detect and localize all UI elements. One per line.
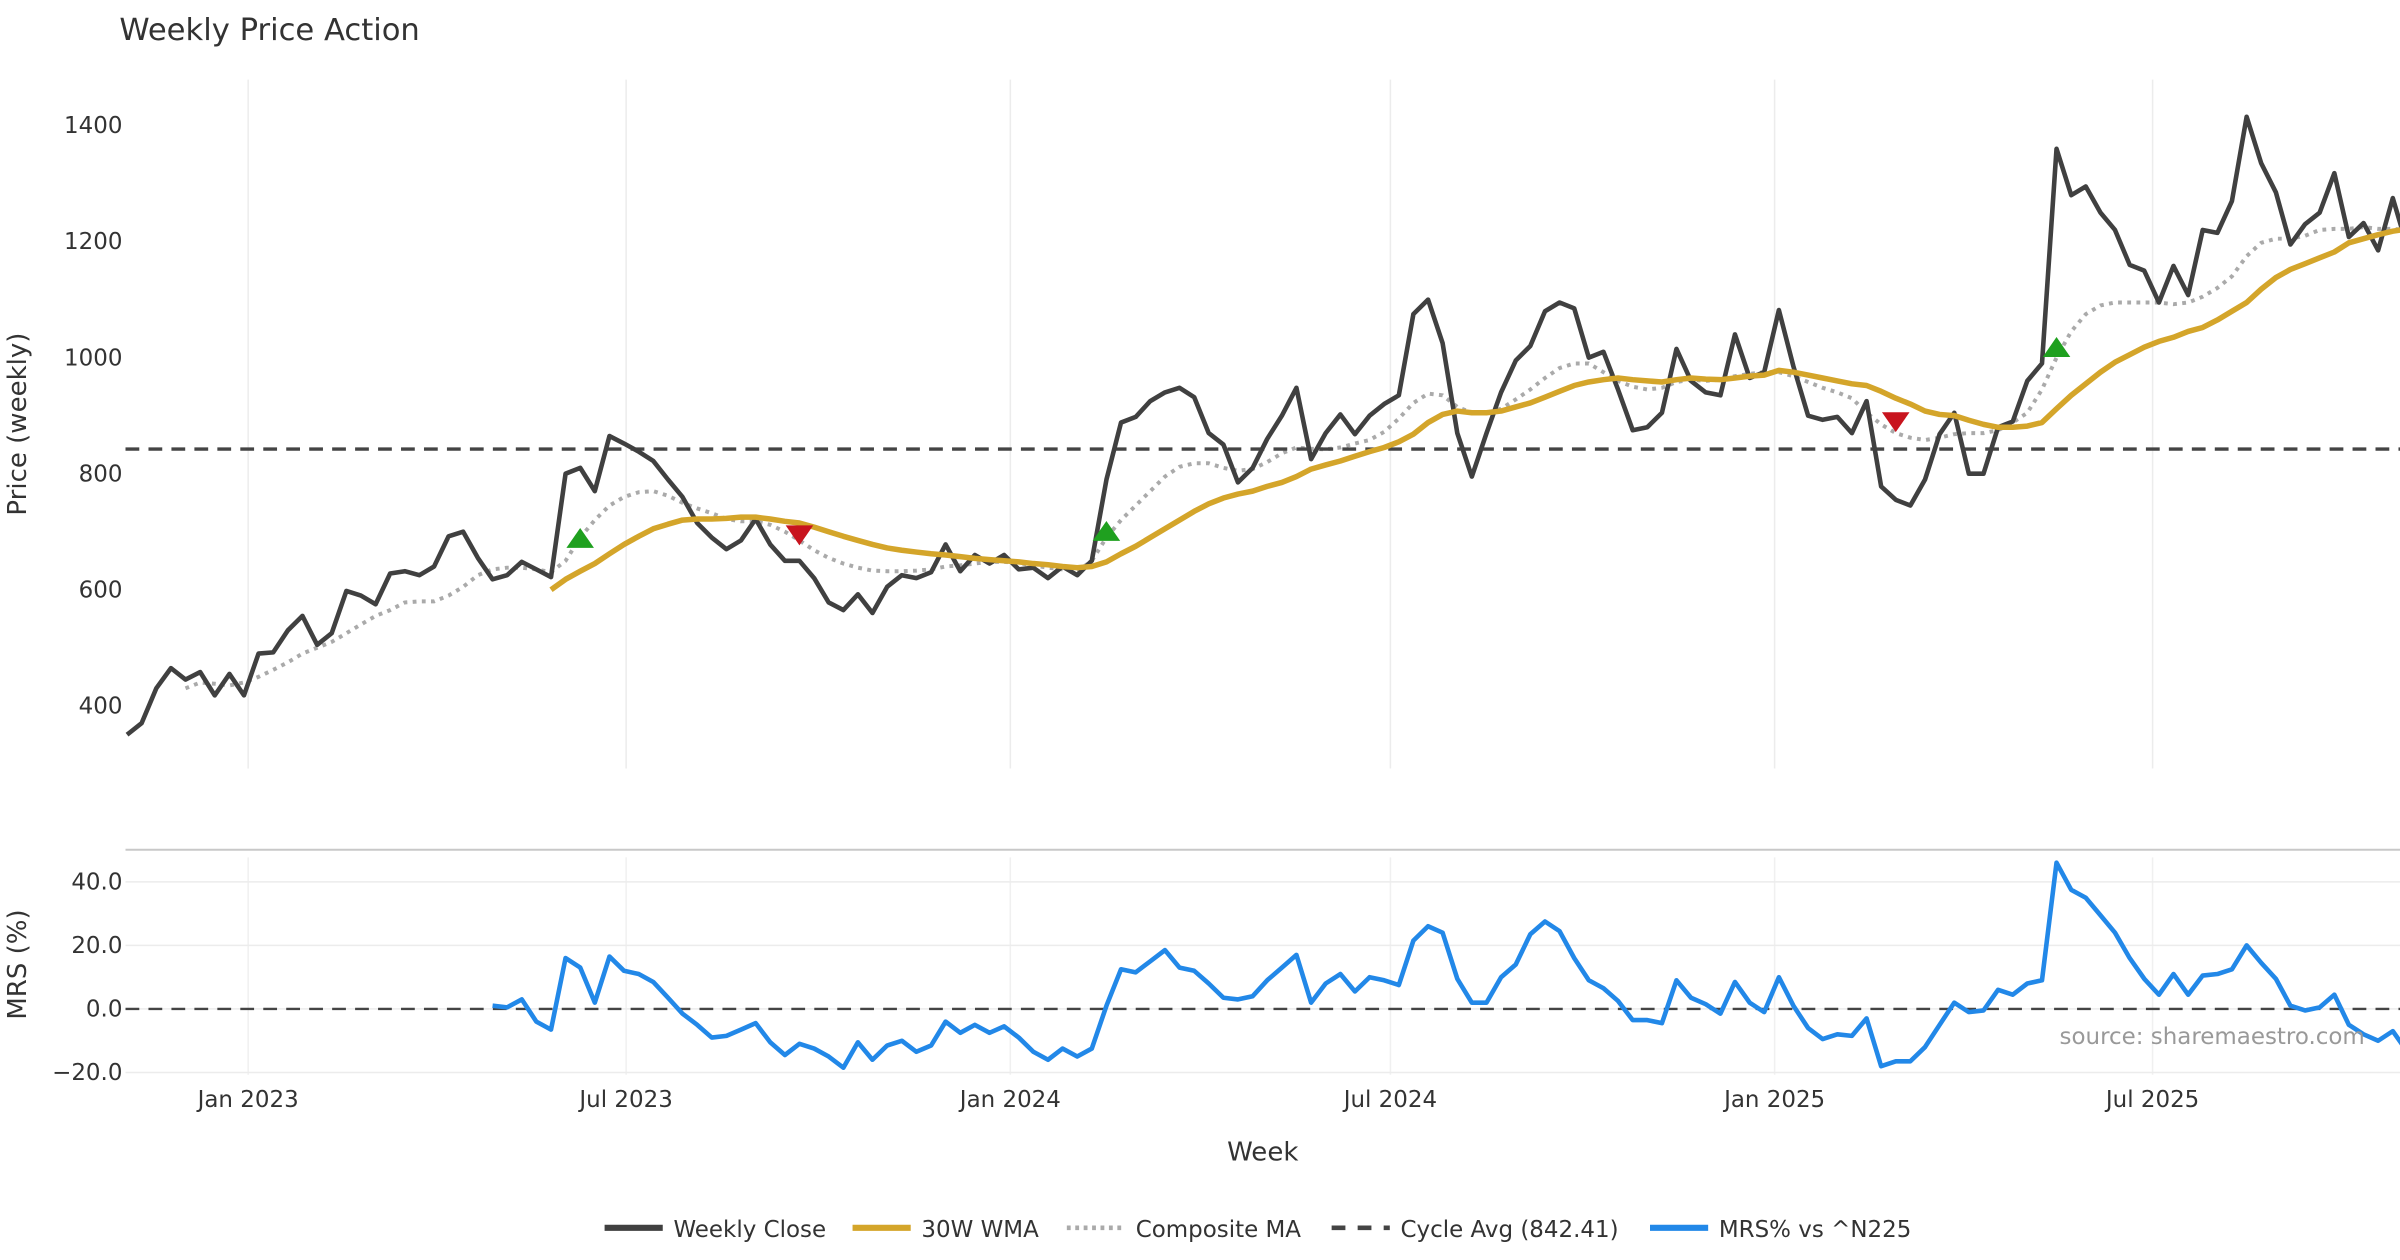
y-axis-label-price: Price (weekly) — [3, 333, 33, 516]
mrs-y-tick-label: 0.0 — [86, 997, 123, 1023]
mrs-vs-n225-line — [492, 860, 2400, 1071]
source-annotation: source: sharemaestro.com — [2060, 1024, 2365, 1050]
weekly-close-line — [125, 114, 2400, 737]
30w-wma-line — [549, 227, 2400, 592]
x-tick-label: Jan 2025 — [1722, 1087, 1825, 1113]
legend-item-label: Weekly Close — [673, 1217, 826, 1243]
x-tick-label: Jul 2024 — [1342, 1087, 1437, 1113]
price-y-tick-label: 1200 — [64, 229, 122, 255]
mrs-y-tick-label: −20.0 — [52, 1060, 122, 1086]
price-y-tick-label: 1000 — [64, 345, 122, 371]
composite-ma-line — [184, 225, 2400, 691]
legend-item-label: MRS% vs ^N225 — [1719, 1217, 1911, 1243]
x-axis-label: Week — [1227, 1137, 1298, 1167]
legend-item-label: 30W WMA — [921, 1217, 1039, 1243]
y-axis-label-mrs: MRS (%) — [3, 909, 33, 1019]
mrs-y-tick-label: 40.0 — [71, 869, 122, 895]
legend-item-label: Cycle Avg (842.41) — [1401, 1217, 1619, 1243]
price-panel: 400 600 800 1000 1200 1400 — [64, 79, 2400, 769]
buy-signal-marker — [2042, 337, 2071, 357]
x-tick-label: Jan 2023 — [196, 1087, 299, 1113]
x-tick-label: Jan 2024 — [958, 1087, 1061, 1113]
legend-item-label: Composite MA — [1136, 1217, 1302, 1243]
sell-signal-marker — [1881, 412, 1910, 433]
buy-signal-marker — [1092, 520, 1121, 541]
price-y-tick-label: 1400 — [64, 113, 122, 139]
sell-signal-marker — [785, 525, 814, 546]
price-y-tick-label: 600 — [79, 577, 123, 603]
x-tick-label: Jul 2023 — [577, 1087, 672, 1113]
buy-signal-marker — [566, 527, 594, 548]
mrs-y-tick-label: 20.0 — [71, 933, 122, 959]
x-tick-label: Jul 2025 — [2104, 1087, 2199, 1113]
price-y-tick-label: 800 — [79, 461, 123, 487]
chart-title: Weekly Price Action — [119, 13, 419, 48]
price-y-tick-label: 400 — [79, 693, 123, 719]
legend: Weekly Close 30W WMA Composite MA Cycle Avg… — [604, 1217, 1911, 1243]
mrs-panel: Jan 2023 Jul 2023 Jan 2024 Jul 2024 Jan 2025… — [52, 857, 2400, 1113]
